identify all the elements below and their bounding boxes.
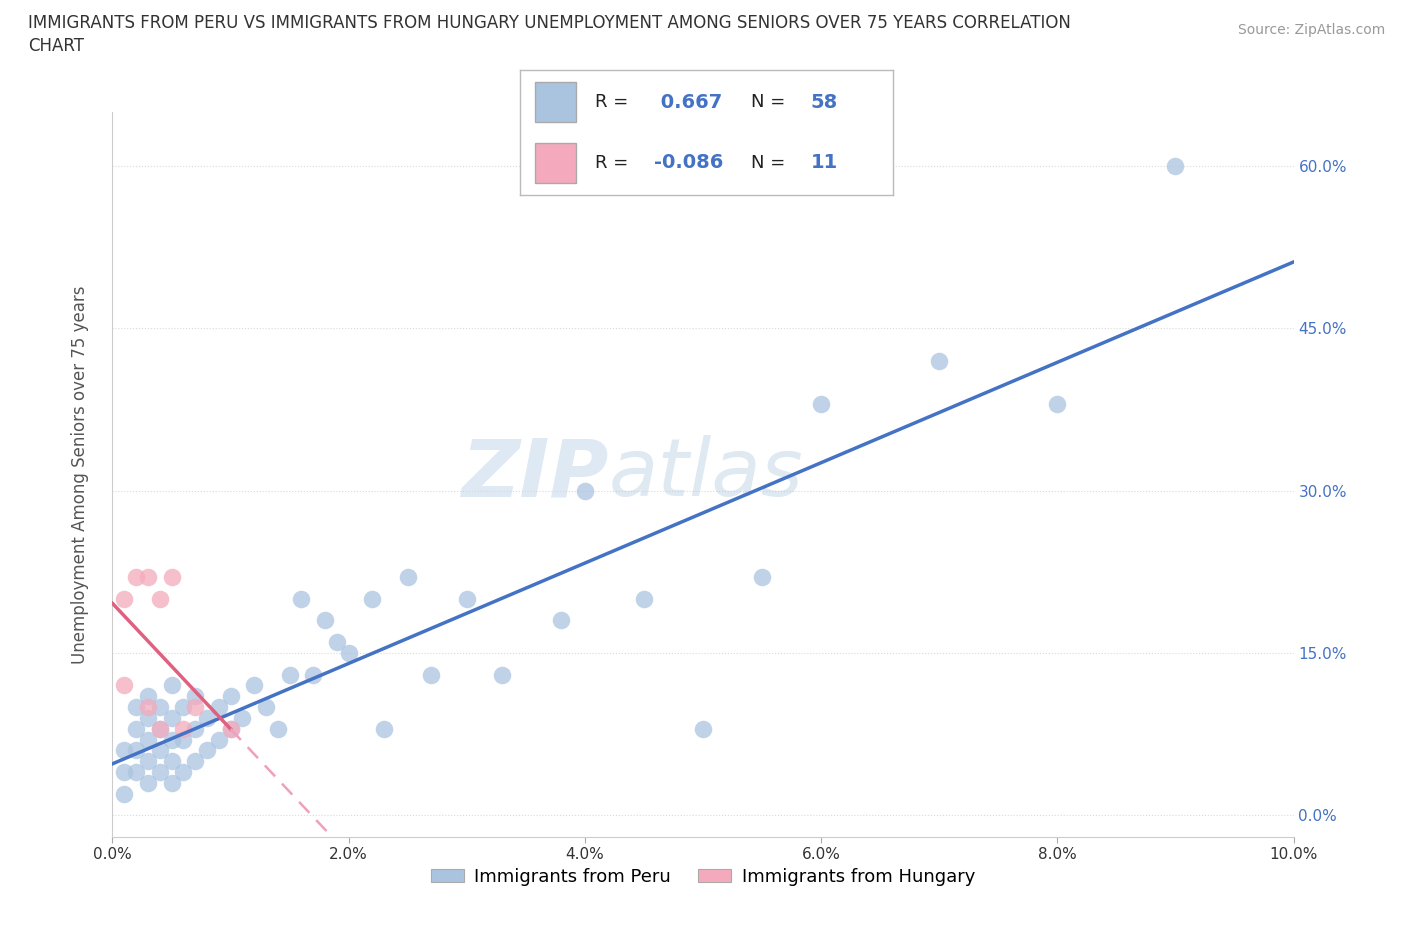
Point <box>112 764 135 779</box>
Point <box>208 732 231 747</box>
Point <box>149 722 172 737</box>
Point <box>184 689 207 704</box>
Text: 0.667: 0.667 <box>654 93 723 112</box>
Point <box>278 667 301 682</box>
Point <box>149 699 172 714</box>
Text: 58: 58 <box>811 93 838 112</box>
Legend: Immigrants from Peru, Immigrants from Hungary: Immigrants from Peru, Immigrants from Hu… <box>423 861 983 893</box>
Text: R =: R = <box>595 93 634 112</box>
Text: CHART: CHART <box>28 37 84 55</box>
Point <box>160 776 183 790</box>
Text: ZIP: ZIP <box>461 435 609 513</box>
Point <box>112 743 135 758</box>
Point <box>550 613 572 628</box>
Point <box>326 634 349 649</box>
Y-axis label: Unemployment Among Seniors over 75 years: Unemployment Among Seniors over 75 years <box>70 286 89 663</box>
Point <box>290 591 312 606</box>
Text: Source: ZipAtlas.com: Source: ZipAtlas.com <box>1237 23 1385 37</box>
Point <box>172 722 194 737</box>
Point <box>184 754 207 769</box>
Point <box>125 743 148 758</box>
Point <box>160 678 183 693</box>
Point <box>136 732 159 747</box>
Point <box>149 743 172 758</box>
Point <box>928 353 950 368</box>
Point <box>172 764 194 779</box>
Point <box>1164 158 1187 173</box>
Text: IMMIGRANTS FROM PERU VS IMMIGRANTS FROM HUNGARY UNEMPLOYMENT AMONG SENIORS OVER : IMMIGRANTS FROM PERU VS IMMIGRANTS FROM … <box>28 14 1071 32</box>
Point <box>396 570 419 585</box>
Point <box>267 722 290 737</box>
Point <box>373 722 395 737</box>
Point <box>149 591 172 606</box>
Point <box>195 711 218 725</box>
Text: 11: 11 <box>811 153 838 172</box>
Point <box>160 732 183 747</box>
Point <box>633 591 655 606</box>
Text: N =: N = <box>751 93 792 112</box>
Point <box>254 699 277 714</box>
Point <box>692 722 714 737</box>
Point <box>136 570 159 585</box>
Point <box>160 711 183 725</box>
Point <box>491 667 513 682</box>
Point <box>208 699 231 714</box>
Point <box>125 570 148 585</box>
FancyBboxPatch shape <box>536 142 576 182</box>
Point <box>112 591 135 606</box>
Point <box>136 711 159 725</box>
Point <box>456 591 478 606</box>
Point <box>172 732 194 747</box>
Point <box>160 570 183 585</box>
Point <box>302 667 325 682</box>
Point <box>361 591 384 606</box>
Point <box>149 722 172 737</box>
Point <box>125 764 148 779</box>
Point <box>337 645 360 660</box>
Point <box>420 667 443 682</box>
Text: N =: N = <box>751 153 792 172</box>
Point <box>136 689 159 704</box>
Point <box>219 689 242 704</box>
Point <box>125 722 148 737</box>
Point <box>136 699 159 714</box>
Text: R =: R = <box>595 153 634 172</box>
Point <box>751 570 773 585</box>
Text: atlas: atlas <box>609 435 803 513</box>
FancyBboxPatch shape <box>536 83 576 123</box>
Point <box>160 754 183 769</box>
Point <box>195 743 218 758</box>
Point <box>810 396 832 411</box>
Point <box>243 678 266 693</box>
Point <box>112 678 135 693</box>
Point <box>149 764 172 779</box>
Point <box>112 786 135 801</box>
Point <box>172 699 194 714</box>
Point <box>314 613 336 628</box>
Point <box>219 722 242 737</box>
Point <box>184 722 207 737</box>
Point <box>219 722 242 737</box>
Point <box>574 483 596 498</box>
Point <box>1046 396 1069 411</box>
Point <box>184 699 207 714</box>
Text: -0.086: -0.086 <box>654 153 724 172</box>
Point <box>125 699 148 714</box>
Point <box>231 711 253 725</box>
Point <box>136 754 159 769</box>
Point <box>136 776 159 790</box>
